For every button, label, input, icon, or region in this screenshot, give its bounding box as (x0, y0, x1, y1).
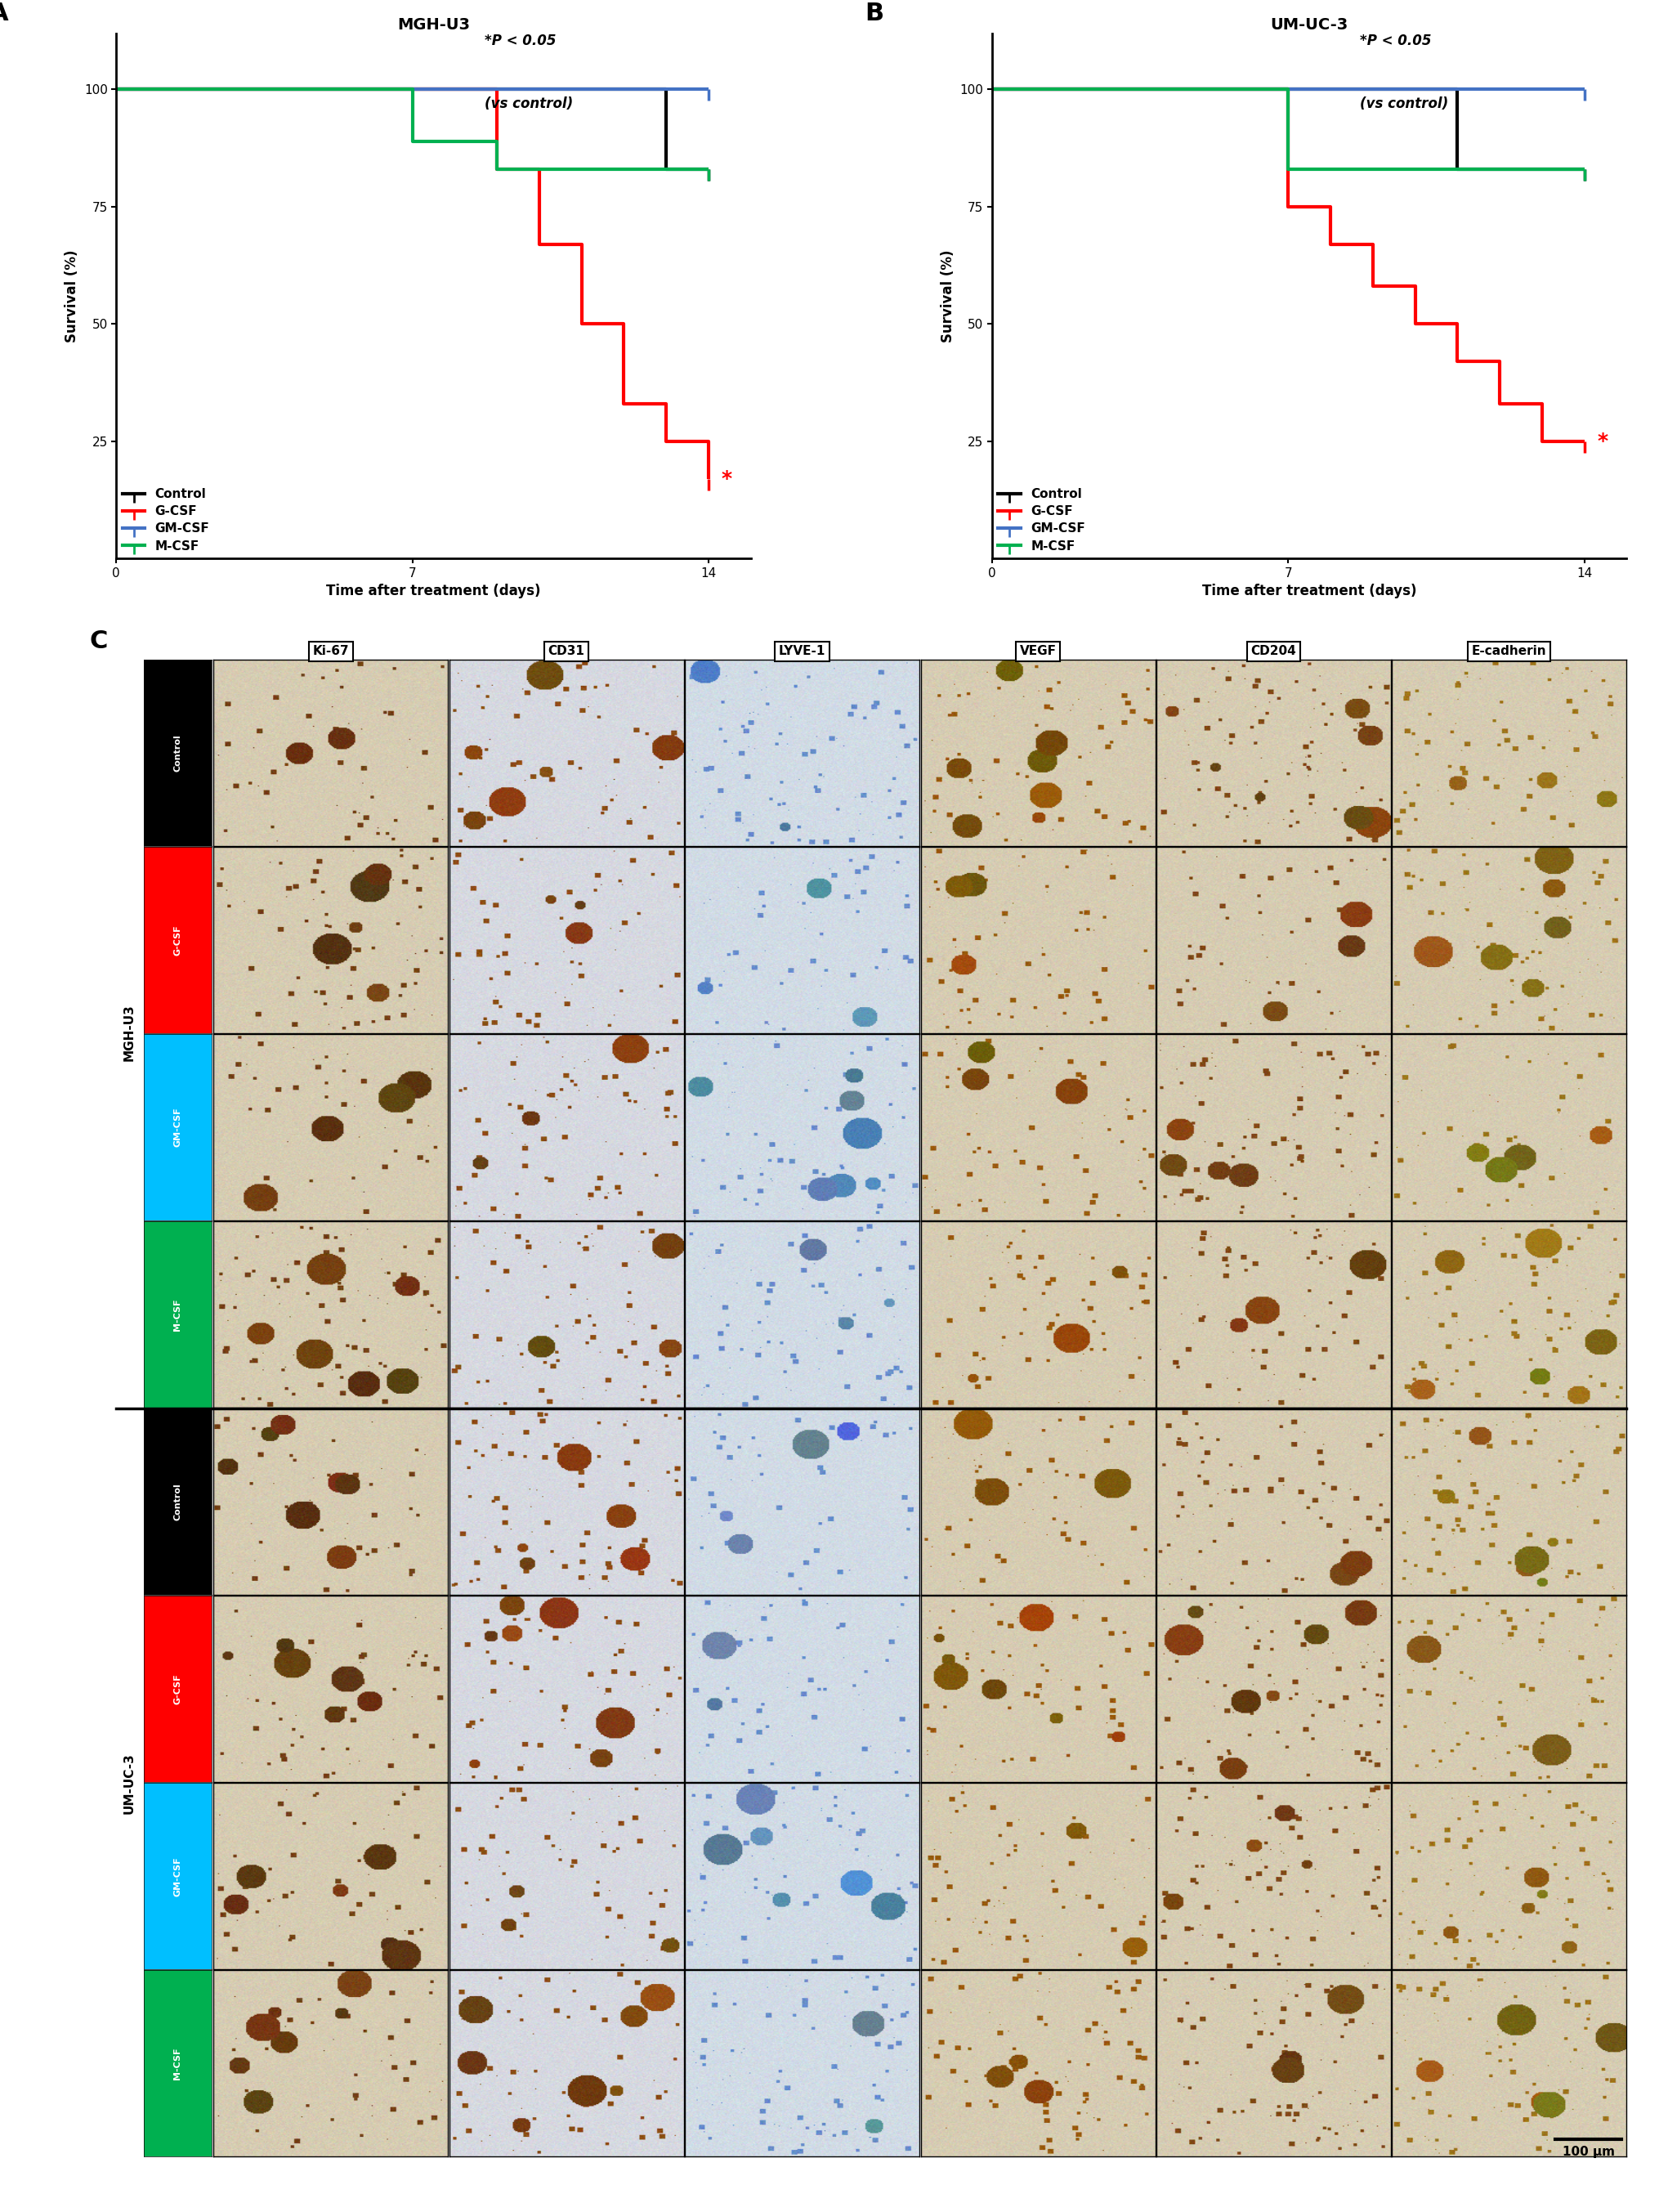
Text: B: B (864, 2, 884, 24)
Text: *: * (722, 469, 732, 489)
Text: *: * (1596, 431, 1608, 451)
Title: LYVE-1: LYVE-1 (778, 646, 825, 657)
Title: CD204: CD204 (1251, 646, 1296, 657)
Text: GM-CSF: GM-CSF (174, 1856, 181, 1896)
Text: (vs control): (vs control) (1359, 95, 1448, 111)
Y-axis label: Survival (%): Survival (%) (65, 250, 80, 343)
Text: Control: Control (174, 734, 181, 772)
Text: M-CSF: M-CSF (174, 2048, 181, 2079)
Y-axis label: Survival (%): Survival (%) (941, 250, 956, 343)
Title: MGH-U3: MGH-U3 (397, 18, 469, 33)
Text: A: A (0, 2, 8, 24)
X-axis label: Time after treatment (days): Time after treatment (days) (1201, 584, 1415, 599)
Text: *P < 0.05: *P < 0.05 (484, 33, 556, 49)
Text: UM-UC-3: UM-UC-3 (123, 1752, 134, 1814)
X-axis label: Time after treatment (days): Time after treatment (days) (327, 584, 541, 599)
Title: Ki-67: Ki-67 (312, 646, 348, 657)
Legend: Control, G-CSF, GM-CSF, M-CSF: Control, G-CSF, GM-CSF, M-CSF (123, 489, 209, 553)
Text: C: C (90, 628, 108, 653)
Text: 100 μm: 100 μm (1561, 2146, 1614, 2159)
Text: Control: Control (174, 1482, 181, 1520)
Text: G-CSF: G-CSF (174, 1674, 181, 1705)
Text: G-CSF: G-CSF (174, 925, 181, 956)
Title: E-cadherin: E-cadherin (1472, 646, 1546, 657)
Title: UM-UC-3: UM-UC-3 (1269, 18, 1347, 33)
Title: CD31: CD31 (547, 646, 584, 657)
Text: (vs control): (vs control) (484, 95, 572, 111)
Text: GM-CSF: GM-CSF (174, 1108, 181, 1148)
Title: VEGF: VEGF (1019, 646, 1055, 657)
Legend: Control, G-CSF, GM-CSF, M-CSF: Control, G-CSF, GM-CSF, M-CSF (997, 489, 1085, 553)
Text: MGH-U3: MGH-U3 (123, 1004, 134, 1062)
Text: M-CSF: M-CSF (174, 1298, 181, 1332)
Text: *P < 0.05: *P < 0.05 (1359, 33, 1430, 49)
